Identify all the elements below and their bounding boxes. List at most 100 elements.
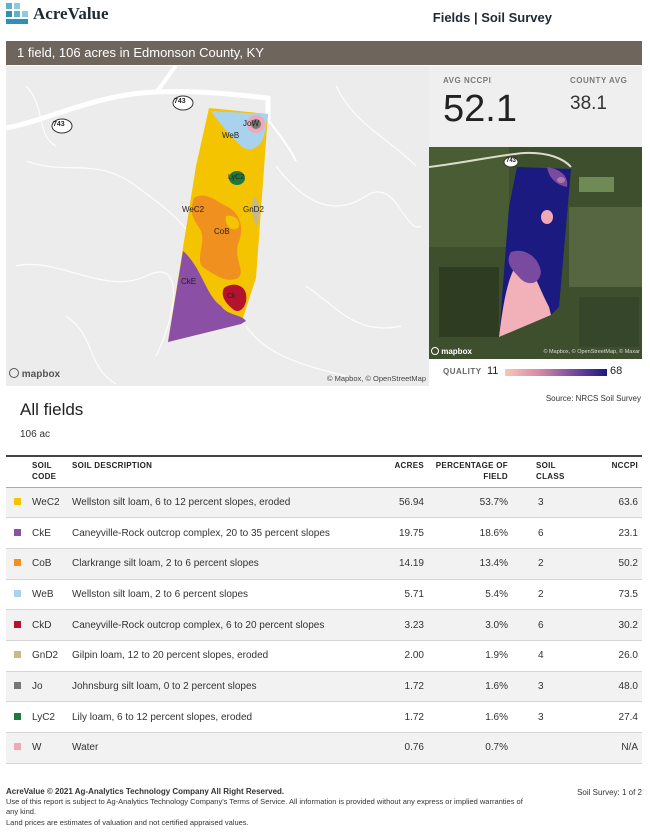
cell-acres: 1.72 — [368, 671, 428, 703]
satellite-map-graphic — [429, 147, 642, 359]
footer-copyright: AcreValue © 2021 Ag-Analytics Technology… — [6, 787, 285, 796]
quality-min: 11 — [487, 365, 499, 377]
footer-disclaimer: Land prices are estimates of valuation a… — [6, 817, 249, 827]
mapbox-logo[interactable]: mapbox — [9, 368, 60, 380]
cell-soil-class: 3 — [512, 701, 572, 734]
sat-mapbox-icon — [431, 347, 439, 355]
soil-color-swatch — [14, 528, 21, 536]
cell-soil-code: CkD — [28, 609, 68, 642]
cell-soil-class: 3 — [512, 487, 572, 519]
soil-color-swatch — [14, 620, 21, 628]
cell-soil-description: Johnsburg silt loam, 0 to 2 percent slop… — [68, 671, 368, 703]
sat-mapbox-label: mapbox — [441, 347, 472, 356]
county-avg-value: 38.1 — [570, 93, 607, 114]
cell-acres: 0.76 — [368, 732, 428, 764]
cell-soil-class: 3 — [512, 671, 572, 703]
soil-label-gnd2: GnD2 — [243, 205, 264, 214]
avg-nccpi-value: 52.1 — [443, 88, 517, 130]
cell-soil-description: Lily loam, 6 to 12 percent slopes, erode… — [68, 701, 368, 734]
cell-soil-code: LyC2 — [28, 701, 68, 734]
cell-nccpi: 50.2 — [572, 548, 642, 580]
cell-swatch — [6, 640, 28, 672]
cell-nccpi: 73.5 — [572, 579, 642, 611]
quality-max: 68 — [610, 365, 623, 377]
soil-color-swatch — [14, 743, 21, 751]
satellite-quality-map[interactable]: 743 mapbox © Mapbox, © OpenStreetMap, © … — [429, 147, 642, 359]
table-row: CkE Caneyville-Rock outcrop complex, 20 t… — [6, 517, 642, 549]
header-soil-description: SOIL DESCRIPTION — [68, 454, 368, 488]
cell-nccpi: N/A — [572, 732, 642, 764]
quality-label: QUALITY — [443, 367, 482, 376]
cell-soil-class: 2 — [512, 579, 572, 611]
sat-mapbox-logo[interactable]: mapbox — [431, 347, 472, 356]
cell-soil-class: 6 — [512, 517, 572, 549]
soil-table: SOIL CODE SOIL DESCRIPTION ACRES PERCENT… — [6, 454, 642, 764]
acrevalue-logo-icon — [6, 3, 28, 24]
table-row: CoB Clarkrange silt loam, 2 to 6 percent … — [6, 548, 642, 580]
cell-soil-class: 6 — [512, 609, 572, 642]
soil-label-web: WeB — [222, 131, 240, 140]
table-row: WeB Wellston silt loam, 2 to 6 percent sl… — [6, 579, 642, 611]
cell-soil-description: Water — [68, 732, 368, 764]
soil-map-graphic — [6, 66, 422, 385]
road-label-743-left: 743 — [53, 121, 65, 128]
cell-soil-code: CoB — [28, 548, 68, 580]
cell-soil-description: Caneyville-Rock outcrop complex, 6 to 20… — [68, 609, 368, 642]
cell-percentage: 53.7% — [428, 487, 512, 519]
nccpi-stats: AVG NCCPI 52.1 COUNTY AVG 38.1 — [429, 66, 642, 147]
soil-label-jow: JoW — [243, 119, 259, 128]
page-heading: Fields | Soil Survey — [432, 10, 552, 25]
cell-soil-description: Clarkrange silt loam, 2 to 6 percent slo… — [68, 548, 368, 580]
quality-legend: QUALITY 11 68 — [429, 362, 642, 384]
cell-nccpi: 30.2 — [572, 609, 642, 642]
cell-nccpi: 26.0 — [572, 640, 642, 672]
cell-swatch — [6, 517, 28, 549]
cell-acres: 3.23 — [368, 609, 428, 642]
cell-soil-code: GnD2 — [28, 640, 68, 672]
top-bar: AcreValue Fields | Soil Survey — [0, 0, 650, 36]
soil-table-header: SOIL CODE SOIL DESCRIPTION ACRES PERCENT… — [6, 454, 642, 488]
map-attribution[interactable]: © Mapbox, © OpenStreetMap — [326, 374, 426, 383]
cell-soil-code: W — [28, 732, 68, 764]
soil-label-wec2: WeC2 — [182, 205, 205, 214]
cell-acres: 2.00 — [368, 640, 428, 672]
cell-acres: 56.94 — [368, 487, 428, 519]
cell-soil-code: Jo — [28, 671, 68, 703]
header-swatch — [6, 454, 28, 488]
cell-soil-class: 4 — [512, 640, 572, 672]
cell-soil-description: Caneyville-Rock outcrop complex, 20 to 3… — [68, 517, 368, 549]
mapbox-icon — [9, 368, 19, 378]
cell-swatch — [6, 701, 28, 734]
data-source: Source: NRCS Soil Survey — [545, 394, 641, 403]
mapbox-label: mapbox — [21, 369, 61, 380]
sat-map-attribution[interactable]: © Mapbox, © OpenStreetMap, © Maxar — [543, 349, 640, 355]
header-percentage: PERCENTAGE OF FIELD — [428, 454, 512, 488]
cell-soil-description: Wellston silt loam, 2 to 6 percent slope… — [68, 579, 368, 611]
cell-soil-class: 2 — [512, 548, 572, 580]
footer: AcreValue © 2021 Ag-Analytics Technology… — [6, 786, 642, 828]
soil-label-ck: Ck — [227, 293, 236, 300]
avg-nccpi-label: AVG NCCPI — [443, 76, 492, 85]
footer-terms: Use of this report is subject to Ag-Anal… — [6, 797, 523, 817]
cell-swatch — [6, 671, 28, 703]
cell-soil-class — [512, 732, 572, 764]
cell-swatch — [6, 548, 28, 580]
table-row: Jo Johnsburg silt loam, 0 to 2 percent sl… — [6, 671, 642, 703]
soil-color-swatch — [14, 590, 21, 597]
field-summary-banner: 1 field, 106 acres in Edmonson County, K… — [6, 41, 642, 65]
county-avg-label: COUNTY AVG — [570, 76, 628, 85]
cell-soil-code: CkE — [28, 517, 68, 549]
table-row: CkD Caneyville-Rock outcrop complex, 6 to… — [6, 609, 642, 642]
cell-acres: 14.19 — [368, 548, 428, 580]
soil-color-swatch — [14, 559, 21, 567]
quality-gradient-bar — [505, 369, 607, 376]
cell-acres: 5.71 — [368, 579, 428, 611]
cell-percentage: 1.6% — [428, 671, 512, 703]
cell-nccpi: 63.6 — [572, 487, 642, 519]
table-row: GnD2 Gilpin loam, 12 to 20 percent slopes… — [6, 640, 642, 672]
cell-percentage: 5.4% — [428, 579, 512, 611]
soil-color-swatch — [14, 651, 21, 659]
table-row: W Water 0.76 0.7% N/A — [6, 732, 642, 764]
cell-swatch — [6, 579, 28, 611]
soil-map[interactable]: 743 743 WeB JoW LyC2 WeC2 GnD2 CoB CkE C… — [6, 66, 429, 386]
